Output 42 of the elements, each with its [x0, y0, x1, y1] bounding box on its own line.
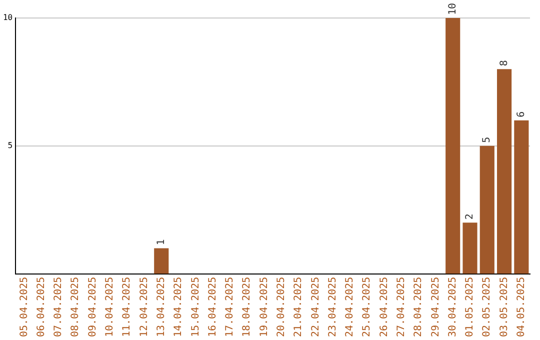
x-tick-label: 07.04.2025 — [53, 276, 64, 338]
x-tick-label: 26.04.2025 — [378, 276, 390, 338]
x-tick-label: 08.04.2025 — [70, 276, 82, 338]
x-tick-label: 15.04.2025 — [190, 276, 202, 338]
x-tick-label: 27.04.2025 — [396, 276, 407, 338]
data-label: 2 — [464, 214, 476, 220]
bar — [446, 18, 460, 274]
x-tick-label: 12.04.2025 — [138, 276, 150, 338]
x-tick-label: 09.04.2025 — [87, 276, 98, 338]
x-tick-label: 19.04.2025 — [258, 276, 270, 338]
x-tick-label: 03.05.2025 — [498, 276, 510, 338]
x-tick-label: 21.04.2025 — [293, 276, 304, 338]
data-label: 10 — [447, 2, 458, 15]
x-tick-label: 25.04.2025 — [362, 276, 373, 338]
bar — [496, 69, 512, 274]
bar — [514, 120, 529, 274]
x-tick-label: 13.04.2025 — [156, 276, 167, 338]
x-tick-label: 01.05.2025 — [464, 276, 476, 338]
x-tick-label: 11.04.2025 — [122, 276, 133, 338]
x-tick-label: 22.04.2025 — [310, 276, 322, 338]
x-tick-label: 16.04.2025 — [207, 276, 218, 338]
x-tick-label: 14.04.2025 — [173, 276, 184, 338]
x-tick-label: 24.04.2025 — [344, 276, 356, 338]
x-tick-label: 05.04.2025 — [18, 276, 30, 338]
bar — [154, 248, 169, 274]
x-tick-label: 02.05.2025 — [482, 276, 493, 338]
x-tick-label: 18.04.2025 — [242, 276, 253, 338]
x-tick-label: 20.04.2025 — [276, 276, 287, 338]
x-tick-label: 29.04.2025 — [430, 276, 442, 338]
x-tick-label: 28.04.2025 — [413, 276, 424, 338]
x-tick-label: 10.04.2025 — [104, 276, 116, 338]
x-tick-label: 23.04.2025 — [327, 276, 338, 338]
data-label: 5 — [482, 136, 493, 143]
data-label: 1 — [156, 239, 167, 246]
x-tick-label: 17.04.2025 — [224, 276, 236, 338]
data-label: 8 — [498, 60, 510, 66]
bar — [462, 222, 478, 274]
x-tick-label: 04.05.2025 — [516, 276, 528, 338]
x-tick-label: 30.04.2025 — [447, 276, 458, 338]
x-tick-label: 06.04.2025 — [36, 276, 47, 338]
bar — [480, 146, 494, 274]
data-label: 6 — [516, 111, 528, 118]
